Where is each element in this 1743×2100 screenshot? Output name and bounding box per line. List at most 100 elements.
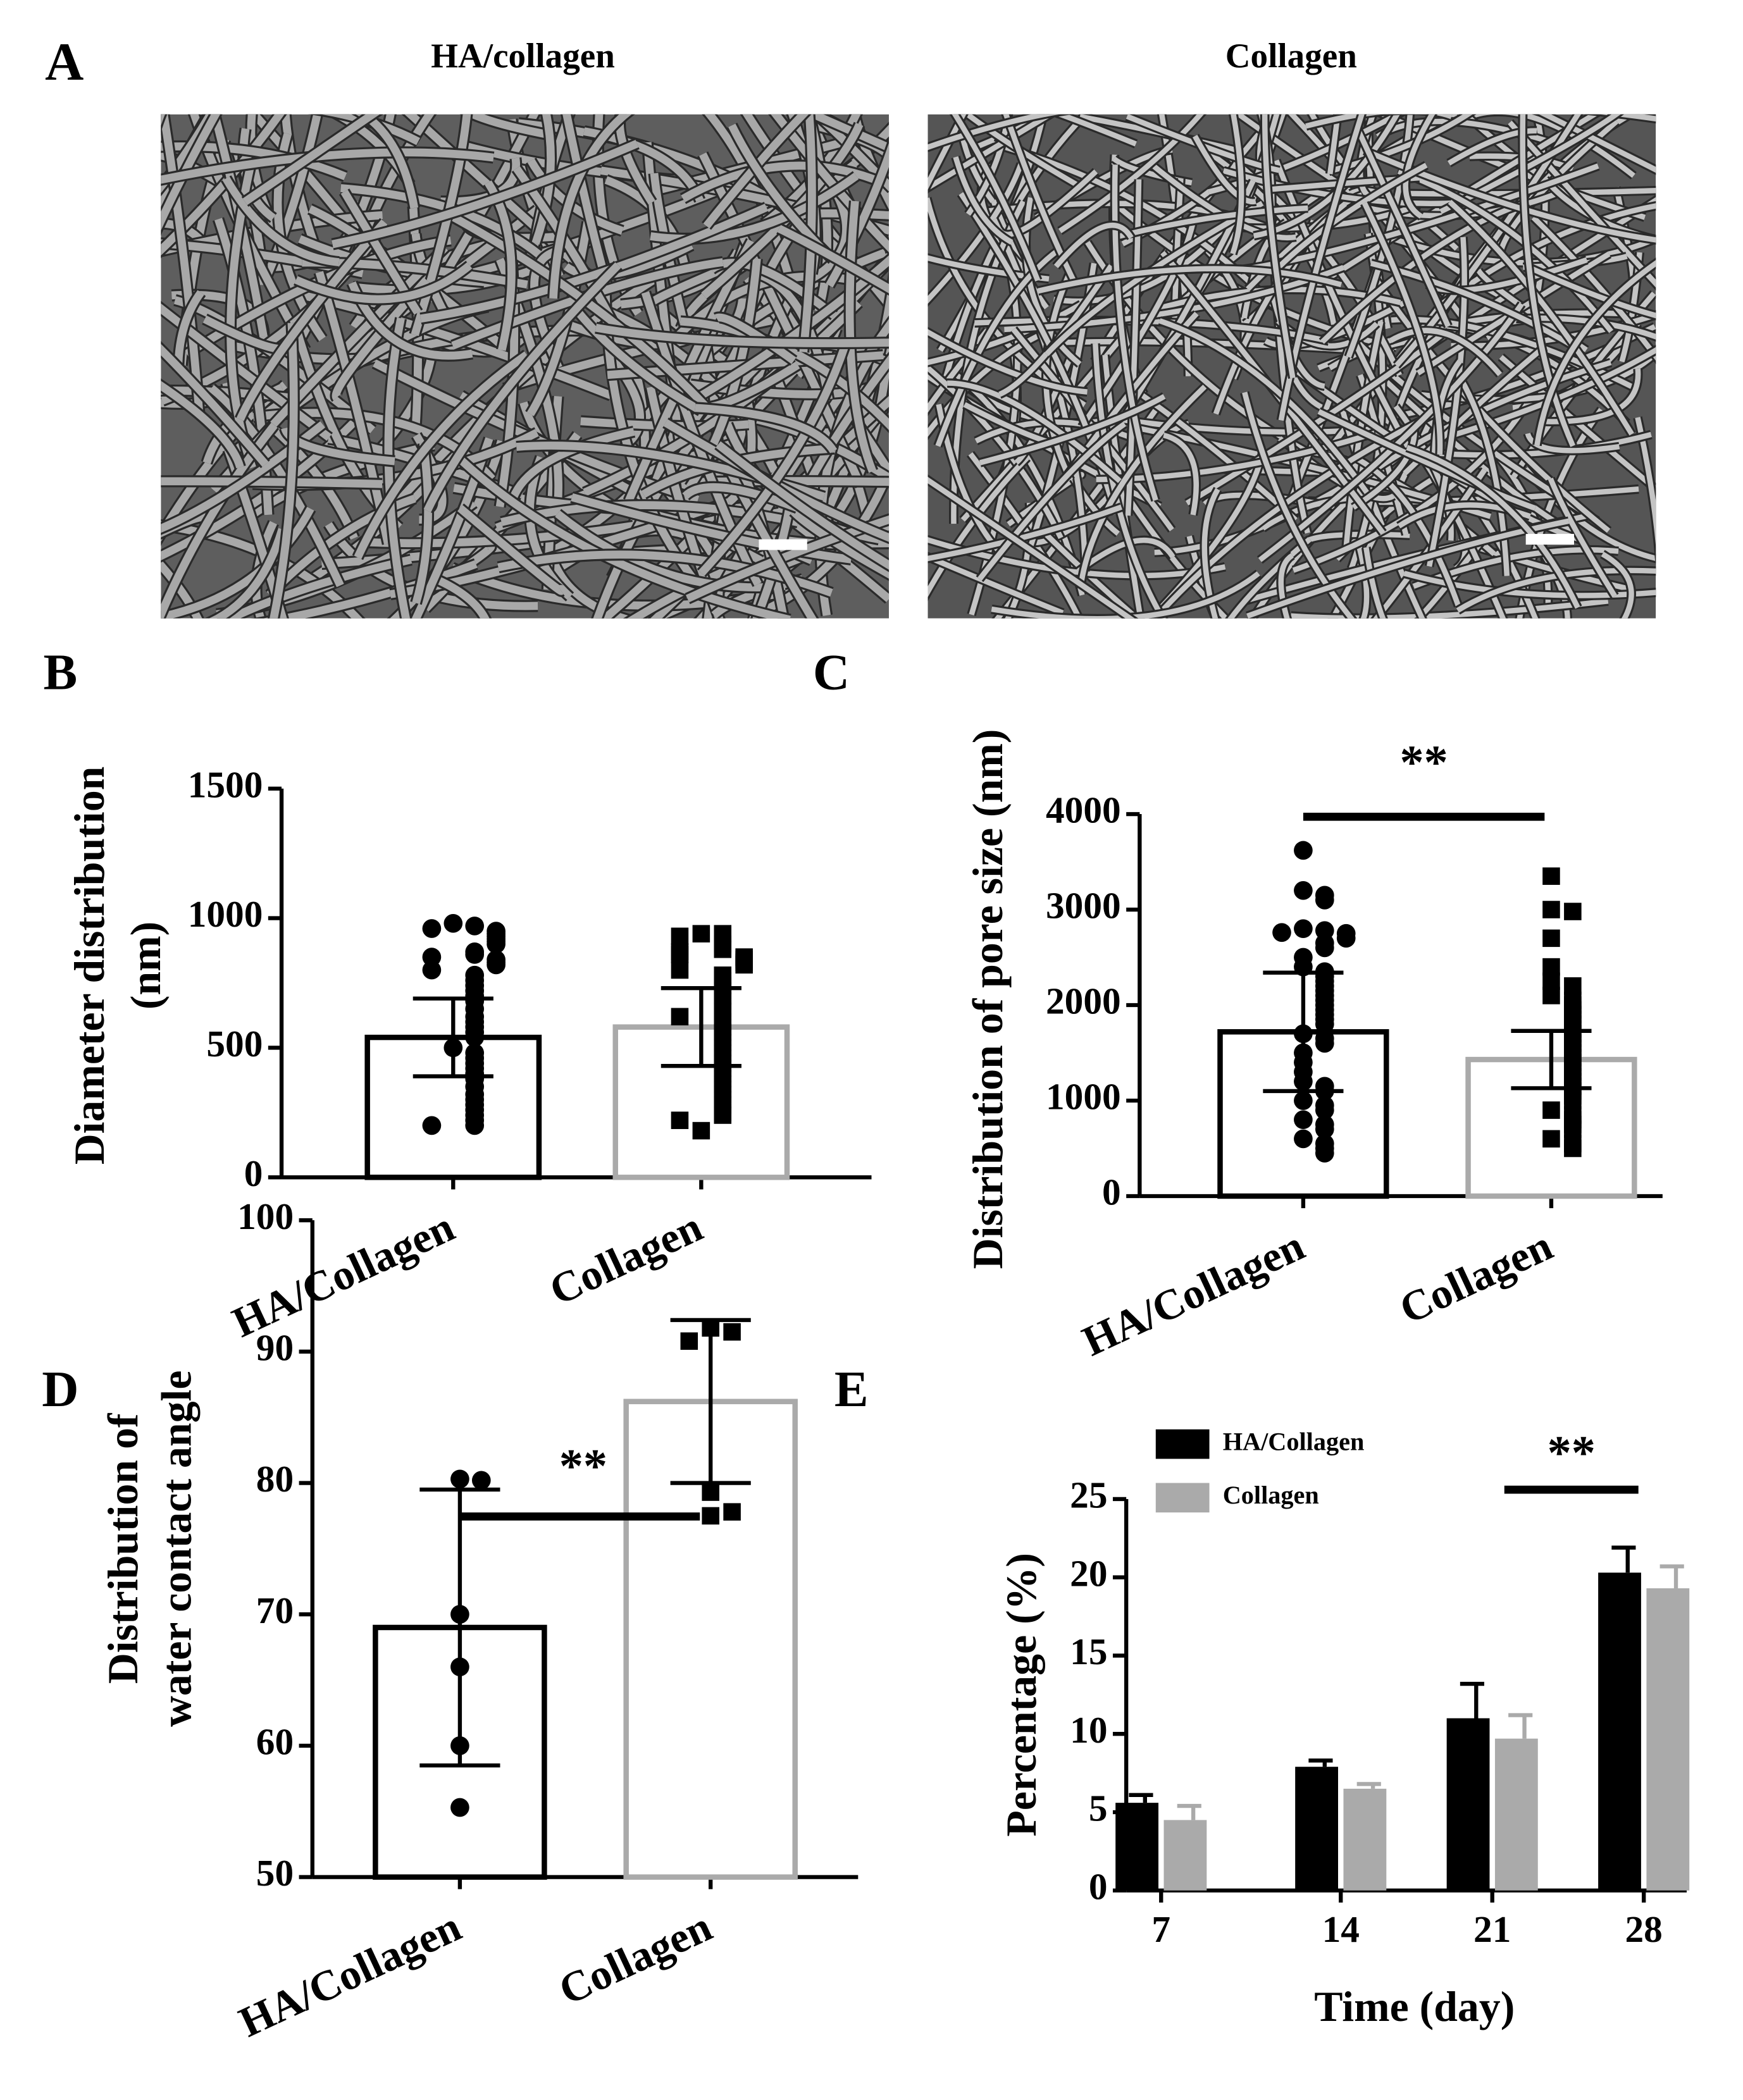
data-point xyxy=(1294,1129,1313,1149)
x-tick-label: Collagen xyxy=(552,1903,719,2014)
fibre xyxy=(1112,205,1308,241)
fibre xyxy=(1052,114,1137,147)
fibre xyxy=(1043,272,1074,481)
data-point xyxy=(1315,938,1334,958)
fibre xyxy=(161,507,314,619)
fibre xyxy=(979,394,1166,466)
fibre xyxy=(161,148,494,184)
data-point xyxy=(714,941,732,958)
fibre xyxy=(1317,409,1537,511)
fibre xyxy=(1508,120,1656,288)
data-point xyxy=(671,946,689,963)
fibre xyxy=(998,264,1113,397)
fibre xyxy=(1431,359,1462,460)
panel-label: E xyxy=(834,1361,869,1418)
y-tick-label: 0 xyxy=(1089,1865,1108,1907)
fibre xyxy=(1456,567,1656,613)
fibre xyxy=(681,161,886,202)
y-axis-label: (nm) xyxy=(122,922,170,1010)
data-point xyxy=(1542,1101,1560,1119)
fibre xyxy=(562,114,612,288)
data-point xyxy=(1542,929,1560,948)
fibre xyxy=(1635,417,1656,547)
fibre xyxy=(952,114,1041,282)
data-point xyxy=(1315,1101,1334,1120)
data-point xyxy=(1315,891,1334,910)
significance-label: ** xyxy=(1548,1426,1596,1479)
y-tick-label: 5 xyxy=(1089,1788,1108,1829)
x-tick-label: 21 xyxy=(1473,1908,1511,1950)
panel-label: B xyxy=(44,644,78,700)
y-tick-label: 25 xyxy=(1070,1474,1107,1516)
fibre xyxy=(1389,328,1503,376)
panel-label: D xyxy=(42,1361,78,1418)
fibre xyxy=(927,163,1024,304)
fibre xyxy=(161,114,204,413)
sem-image xyxy=(927,114,1656,619)
fibre xyxy=(991,571,1260,619)
fibre xyxy=(332,140,639,249)
data-point xyxy=(1315,1015,1334,1034)
fibre xyxy=(1045,533,1141,619)
fibre xyxy=(1362,202,1443,455)
fibre xyxy=(427,572,490,619)
image-title: HA/collagen xyxy=(431,37,615,75)
data-point xyxy=(1294,919,1313,939)
fibre xyxy=(1192,135,1256,205)
y-tick-label: 1000 xyxy=(188,893,263,935)
fibre xyxy=(935,247,1061,447)
fibre xyxy=(682,483,799,512)
x-tick-label: 7 xyxy=(1151,1908,1170,1950)
fibre xyxy=(1525,432,1620,454)
fibre xyxy=(616,114,655,205)
fibre xyxy=(464,114,550,139)
panel-label: A xyxy=(45,32,84,92)
sem-image xyxy=(161,114,890,619)
y-tick-label: 500 xyxy=(206,1023,263,1065)
fibre xyxy=(845,201,877,473)
fibre xyxy=(1291,598,1609,619)
y-tick-label: 10 xyxy=(1070,1709,1107,1751)
data-point xyxy=(422,960,442,980)
significance-label: ** xyxy=(1399,735,1448,789)
fibre xyxy=(332,277,430,401)
data-point xyxy=(1315,1034,1334,1053)
fibre xyxy=(1262,114,1296,379)
fibre xyxy=(1158,318,1369,495)
panel-label: C xyxy=(813,644,850,700)
bar xyxy=(1343,1788,1387,1891)
bar xyxy=(1446,1718,1490,1891)
data-point xyxy=(450,1798,469,1817)
fibre xyxy=(680,317,890,431)
fibre xyxy=(161,114,221,231)
fibre xyxy=(1438,203,1656,308)
data-point xyxy=(1542,987,1560,1004)
fibre xyxy=(1305,114,1453,129)
x-axis-label: Time (day) xyxy=(1314,1983,1515,2030)
y-axis-label: water contact angle xyxy=(153,1371,201,1727)
data-point xyxy=(1542,901,1560,918)
fibre xyxy=(1534,260,1656,446)
fibre xyxy=(698,343,849,576)
y-tick-label: 1000 xyxy=(1046,1076,1121,1118)
fibre xyxy=(574,309,703,415)
fibre xyxy=(927,114,1060,151)
x-tick-label: Collagen xyxy=(1393,1221,1560,1333)
fibre xyxy=(1058,114,1204,233)
y-tick-label: 0 xyxy=(244,1152,263,1194)
fibre xyxy=(1278,553,1294,619)
fibre xyxy=(722,460,817,619)
data-point xyxy=(723,1503,741,1521)
fibre xyxy=(281,114,321,253)
fibre xyxy=(1327,114,1341,175)
fibre xyxy=(1076,537,1175,574)
fibre xyxy=(777,225,890,293)
fibre xyxy=(1037,266,1343,294)
data-point xyxy=(702,1483,719,1501)
fibre xyxy=(1529,266,1656,319)
y-tick-label: 2000 xyxy=(1046,980,1121,1022)
bar xyxy=(1115,1803,1159,1891)
fibre xyxy=(714,313,797,364)
fibre xyxy=(452,214,710,411)
